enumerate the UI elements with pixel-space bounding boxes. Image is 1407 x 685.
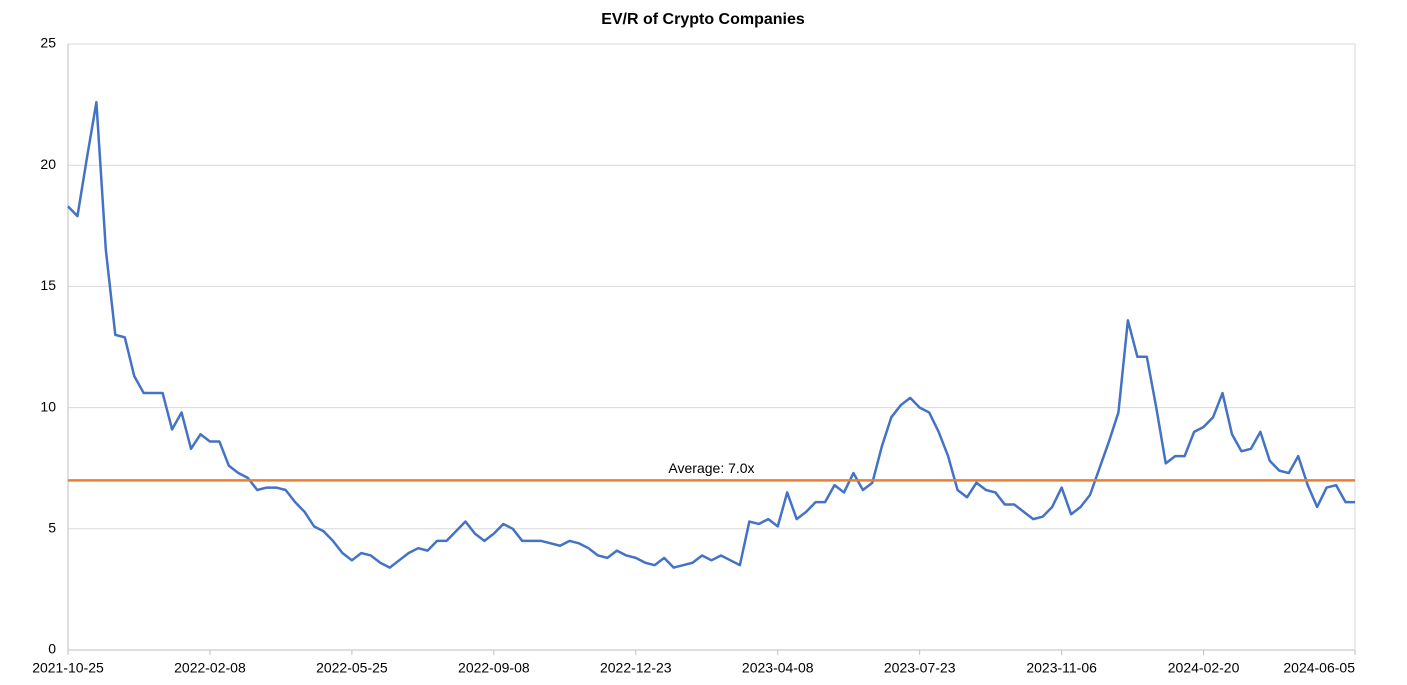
data-line [67,100,1355,569]
x-tick-label: 2022-09-08 [458,660,530,676]
y-tick-label: 25 [40,35,56,51]
average-label: Average: 7.0x [668,460,754,476]
x-tick-label: 2023-11-06 [1026,660,1097,676]
x-tick-label: 2023-07-23 [884,660,956,676]
x-tick-label: 2024-02-20 [1168,660,1240,676]
chart-title: EV/R of Crypto Companies [601,11,805,28]
y-tick-label: 5 [48,520,56,536]
x-tick-label: 2022-05-25 [316,660,388,676]
y-tick-label: 10 [40,398,56,414]
x-tick-label: 2023-04-08 [742,660,814,676]
x-tick-label: 2022-12-23 [600,660,672,676]
x-tick-label: 2024-06-05 [1283,660,1355,676]
x-tick-label: 2022-02-08 [174,660,246,676]
y-tick-label: 20 [40,156,56,172]
y-tick-label: 0 [48,641,56,657]
x-tick-label: 2021-10-25 [32,660,104,676]
y-tick-label: 15 [40,277,56,293]
